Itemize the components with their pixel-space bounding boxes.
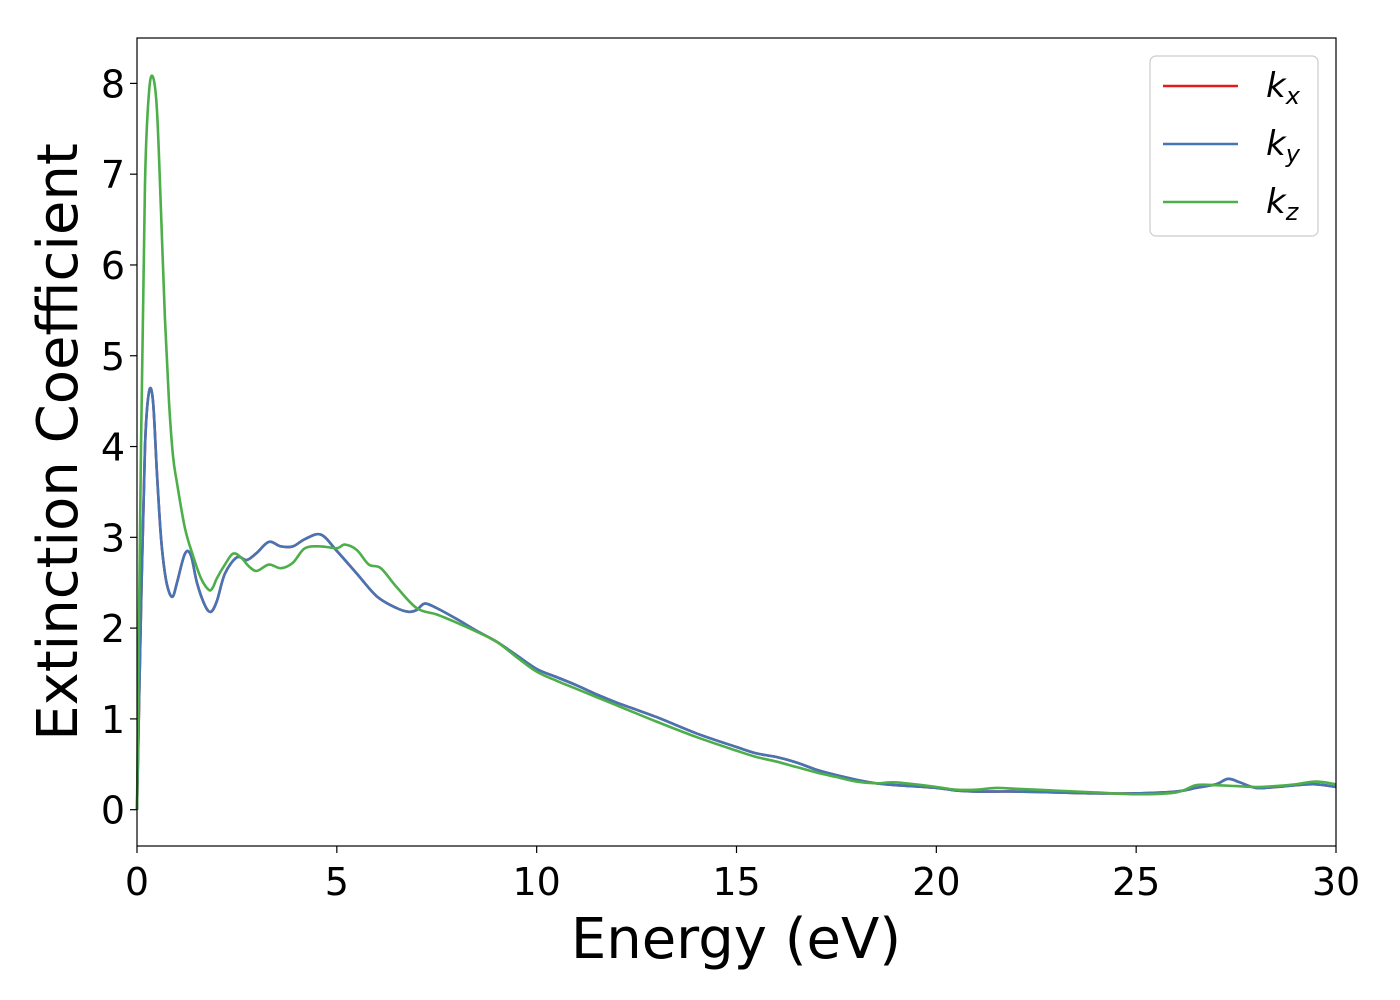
x-tick-label: 5 (325, 860, 349, 904)
y-tick-label: 5 (101, 335, 125, 379)
x-tick-label: 10 (512, 860, 560, 904)
series-layer (135, 74, 1337, 810)
legend-label: kx (1266, 66, 1301, 110)
x-tick-label: 15 (712, 860, 760, 904)
ticks-layer: 0 5 10 15 20 25 30 0 1 2 3 4 5 6 7 8 (101, 62, 1360, 904)
legend-box (1149, 55, 1319, 237)
legend-label: ky (1266, 124, 1301, 168)
y-tick-label: 3 (101, 516, 125, 560)
legend-label: kz (1266, 182, 1300, 226)
y-tick-label: 0 (101, 789, 125, 833)
y-tick-label: 1 (101, 698, 125, 742)
x-tick-label: 0 (125, 860, 149, 904)
x-tick-label: 20 (912, 860, 960, 904)
y-tick-label: 8 (101, 62, 125, 106)
series-line-k-y (135, 386, 1337, 810)
x-tick-label: 25 (1112, 860, 1160, 904)
y-axis-label: Extinction Coefficient (26, 143, 91, 741)
series-line-k-z (135, 74, 1337, 810)
y-tick-label: 2 (101, 607, 125, 651)
x-axis-label: Energy (eV) (571, 907, 901, 972)
legend: kx ky kz (1149, 55, 1319, 237)
x-tick-label: 30 (1312, 860, 1360, 904)
y-tick-label: 7 (101, 153, 125, 197)
legend-items: kx ky kz (1163, 66, 1301, 226)
y-tick-label: 6 (101, 244, 125, 288)
y-tick-label: 4 (101, 426, 125, 470)
